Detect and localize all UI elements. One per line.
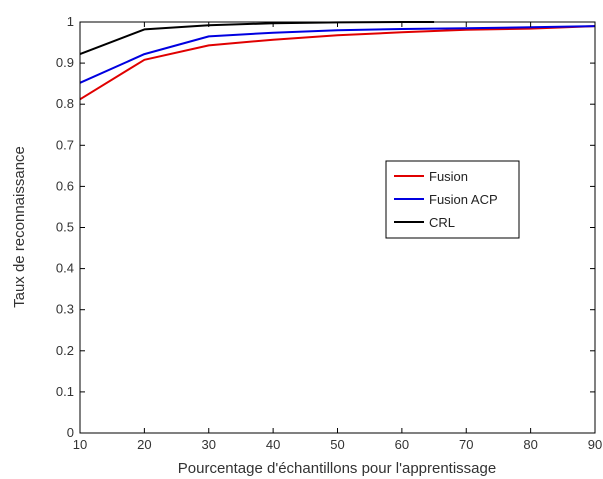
x-tick-label: 90	[588, 437, 602, 452]
legend-label: CRL	[429, 215, 455, 230]
x-tick-label: 10	[73, 437, 87, 452]
legend-label: Fusion	[429, 169, 468, 184]
series-line-fusion-acp	[79, 25, 596, 84]
y-tick-label: 0	[67, 425, 74, 440]
y-axis: 0 0.1 0.2 0.3 0.4 0.5 0.6 0.7 0.8 0.9 1	[56, 14, 595, 440]
y-tick-label: 0.8	[56, 96, 74, 111]
y-tick-label: 0.2	[56, 343, 74, 358]
x-tick-label: 80	[523, 437, 537, 452]
y-tick-label: 0.7	[56, 137, 74, 152]
x-axis-title: Pourcentage d'échantillons pour l'appren…	[178, 460, 496, 477]
y-tick-label: 0.6	[56, 178, 74, 193]
x-tick-label: 70	[459, 437, 473, 452]
x-tick-label: 30	[202, 437, 216, 452]
y-tick-label: 0.4	[56, 261, 74, 276]
y-tick-label: 0.5	[56, 220, 74, 235]
y-tick-label: 0.1	[56, 384, 74, 399]
legend: Fusion Fusion ACP CRL	[385, 160, 520, 239]
x-axis: 10 20 30 40 50 60 70 80 90	[73, 22, 602, 452]
x-tick-label: 50	[330, 437, 344, 452]
legend-label: Fusion ACP	[429, 192, 498, 207]
x-tick-label: 40	[266, 437, 280, 452]
y-tick-label: 0.9	[56, 55, 74, 70]
x-tick-label: 20	[137, 437, 151, 452]
y-tick-label: 0.3	[56, 302, 74, 317]
y-axis-title: Taux de reconnaissance	[11, 146, 28, 308]
y-tick-label: 1	[67, 14, 74, 29]
x-tick-label: 60	[395, 437, 409, 452]
series-line-fusion	[79, 25, 596, 101]
